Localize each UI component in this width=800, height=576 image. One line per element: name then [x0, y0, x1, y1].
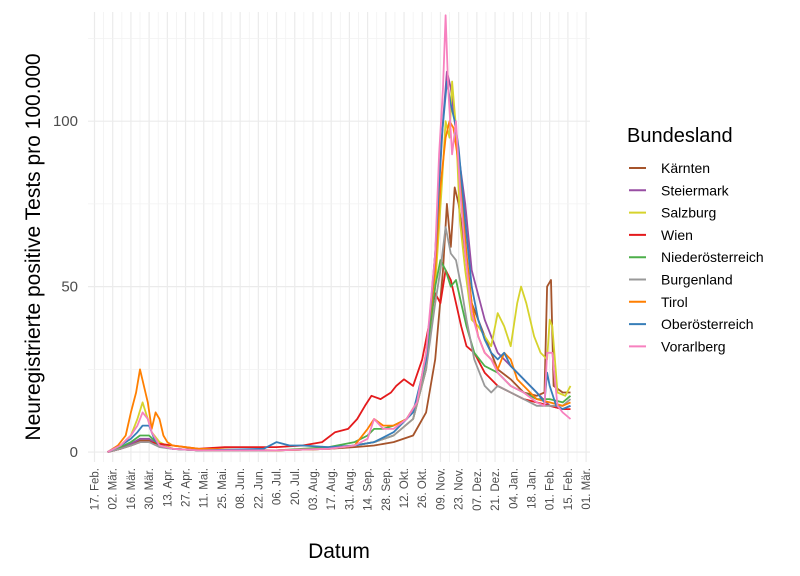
x-tick-label: 11. Mai.: [199, 468, 211, 508]
grid: [88, 12, 590, 462]
x-axis-title: Datum: [308, 540, 370, 563]
x-tick-label: 12. Okt.: [399, 468, 411, 508]
x-tick-label: 22. Jun.: [253, 468, 265, 509]
x-tick-label: 17. Aug.: [326, 468, 338, 510]
legend-label: Niederösterreich: [661, 249, 764, 265]
x-tick-label: 14. Sep.: [363, 468, 375, 511]
x-tick-label: 01. Mär.: [581, 468, 593, 510]
y-axis-ticks: 0 50 100: [53, 113, 78, 461]
x-tick-label: 07. Dez.: [472, 468, 484, 511]
legend-label: Wien: [661, 227, 693, 243]
series-line: [107, 80, 572, 453]
x-tick-label: 04. Jan.: [508, 468, 520, 509]
series-lines: [107, 14, 572, 453]
x-tick-label: 09. Nov.: [435, 468, 447, 510]
legend-label: Oberösterreich: [661, 316, 754, 332]
legend-label: Vorarlberg: [661, 338, 726, 354]
x-tick-label: 15. Feb.: [563, 468, 575, 510]
legend-label: Burgenland: [661, 272, 733, 288]
series-line: [107, 226, 572, 453]
x-tick-label: 16. Mär.: [126, 468, 138, 510]
y-tick-label: 0: [70, 444, 78, 461]
y-tick-label: 100: [53, 113, 78, 130]
series-line: [107, 14, 572, 453]
x-tick-label: 13. Apr.: [162, 468, 174, 507]
y-tick-label: 50: [61, 279, 78, 296]
x-tick-label: 20. Jul.: [290, 468, 302, 505]
x-tick-label: 08. Jun.: [235, 468, 247, 509]
legend-label: Tirol: [661, 294, 688, 310]
x-tick-label: 03. Aug.: [308, 468, 320, 510]
legend-label: Kärnten: [661, 160, 710, 176]
x-tick-label: 06. Jul.: [272, 468, 284, 505]
x-tick-label: 30. Mär.: [144, 468, 156, 510]
x-tick-label: 26. Okt.: [417, 468, 429, 508]
x-axis-ticks: 17. Feb. 02. Mär. 16. Mär. 30. Mär. 13. Apr.…: [90, 468, 594, 511]
x-tick-label: 27. Apr.: [181, 468, 193, 507]
x-tick-label: 28. Sep.: [381, 468, 393, 511]
legend-title: Bundesland: [627, 125, 733, 147]
y-axis-title: Neuregistrierte positive Tests pro 100.0…: [22, 53, 45, 440]
legend-label: Salzburg: [661, 205, 716, 221]
x-tick-label: 01. Feb.: [545, 468, 557, 510]
x-tick-label: 21. Dez.: [490, 468, 502, 511]
x-tick-label: 23. Nov.: [454, 468, 466, 510]
x-tick-label: 02. Mär.: [108, 468, 120, 510]
legend: Bundesland Kärnten Steiermark Salzburg Wien…: [627, 125, 764, 354]
x-tick-label: 25. Mai.: [217, 468, 229, 509]
x-tick-label: 18. Jan.: [526, 468, 538, 509]
legend-label: Steiermark: [661, 182, 730, 198]
x-tick-label: 17. Feb.: [90, 468, 102, 510]
x-tick-label: 31. Aug.: [344, 468, 356, 510]
